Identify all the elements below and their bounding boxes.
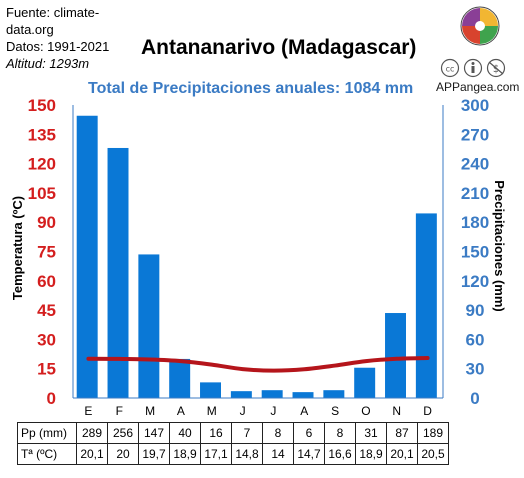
chart-title: Antananarivo (Madagascar) [141,36,417,59]
noncommercial-icon: $ [486,58,506,78]
table-cell: 289 [76,422,108,444]
right-tick-label: 150 [461,243,489,262]
attribution-icon [463,58,483,78]
category-label: S [331,404,339,418]
category-label: M [145,404,155,418]
source-line-2: data.org [6,22,54,37]
left-tick-label: 105 [28,184,56,203]
precipitation-bars [76,115,437,398]
data-table: Pp (mm) 289 256 147 40 16 7 8 6 8 31 87 … [17,422,449,465]
precipitation-bar [169,358,191,398]
right-tick-label: 60 [466,330,485,349]
table-cell: 256 [107,422,139,444]
right-axis-ticks: 0 30 60 90 120 150 180 210 240 270 300 [461,96,489,408]
left-tick-label: 135 [28,125,56,144]
left-tick-label: 90 [37,213,56,232]
source-line-1: Fuente: climate- [6,5,100,20]
category-label: A [300,404,308,418]
table-cell: 16 [200,422,232,444]
right-tick-label: 240 [461,155,489,174]
table-cell: 8 [262,422,294,444]
right-tick-label: 90 [466,301,485,320]
source-line-3: Datos: 1991-2021 [6,39,110,54]
table-cell: 17,1 [200,443,232,465]
table-cell: 8 [324,422,356,444]
table-cell: 6 [293,422,325,444]
right-tick-label: 300 [461,96,489,115]
table-cell: 20,5 [417,443,449,465]
left-tick-label: 15 [37,360,56,379]
category-label: A [177,404,185,418]
table-cell: 18,9 [355,443,387,465]
left-tick-label: 150 [28,96,56,115]
right-tick-label: 180 [461,213,489,232]
left-tick-label: 45 [37,301,56,320]
right-tick-label: 270 [461,125,489,144]
right-tick-label: 0 [470,389,479,408]
precipitation-bar [230,391,252,398]
table-cell: 147 [138,422,170,444]
category-label: E [84,404,92,418]
temperature-line-group [86,355,430,373]
table-cell: 7 [231,422,263,444]
table-cell: 87 [386,422,418,444]
category-label: J [270,404,276,418]
table-cell: 14,7 [293,443,325,465]
precipitation-bar [107,147,129,398]
precipitation-bar [385,313,406,398]
left-tick-label: 60 [37,272,56,291]
svg-text:$: $ [493,64,499,75]
temperature-line [86,355,430,373]
precipitation-bar [138,254,160,398]
table-cell: 40 [169,422,201,444]
category-label: N [392,404,401,418]
precipitation-bar [76,115,98,398]
precipitation-bar [261,390,283,398]
precipitation-bar [354,367,376,398]
table-cell: 14,8 [231,443,263,465]
license-badge: cc $ [440,58,506,78]
brand-label: APPangea.com [436,80,520,94]
table-cell: 14 [262,443,294,465]
left-tick-label: 30 [37,330,56,349]
table-cell: 18,9 [169,443,201,465]
precipitation-bar [323,390,345,398]
source-info: Fuente: climate- data.org Datos: 1991-20… [6,4,109,72]
right-tick-label: 210 [461,184,489,203]
precipitation-bar [200,382,221,398]
left-axis-ticks: 0 15 30 45 60 75 90 105 120 135 150 [28,96,56,408]
right-tick-label: 120 [461,272,489,291]
table-cell: 16,6 [324,443,356,465]
precipitation-bar [415,213,437,398]
chart-axes [72,105,444,399]
creative-commons-icon: cc [440,58,460,78]
table-cell: 20 [107,443,139,465]
table-row-temperature: Tª (ºC) 20,1 20 19,7 18,9 17,1 14,8 14 1… [17,443,449,465]
table-cell: 31 [355,422,387,444]
table-row-label: Tª (ºC) [17,443,77,465]
table-cell: 20,1 [386,443,418,465]
left-tick-label: 120 [28,155,56,174]
table-cell: 19,7 [138,443,170,465]
puzzle-logo-icon [460,6,500,46]
category-label: M [207,404,217,418]
category-label: O [361,404,370,418]
left-tick-label: 75 [37,243,56,262]
category-label: J [240,404,246,418]
altitude-label: Altitud: 1293m [6,56,90,71]
table-cell: 189 [417,422,449,444]
precipitation-bar [292,392,314,398]
svg-text:cc: cc [446,65,455,74]
table-row-label: Pp (mm) [17,422,77,444]
table-row-precipitation: Pp (mm) 289 256 147 40 16 7 8 6 8 31 87 … [17,422,449,444]
category-label: F [116,404,123,418]
category-label: D [423,404,432,418]
right-tick-label: 30 [466,360,485,379]
table-cell: 20,1 [76,443,108,465]
chart-subtitle: Total de Precipitaciones anuales: 1084 m… [88,80,414,97]
left-tick-label: 0 [47,389,56,408]
